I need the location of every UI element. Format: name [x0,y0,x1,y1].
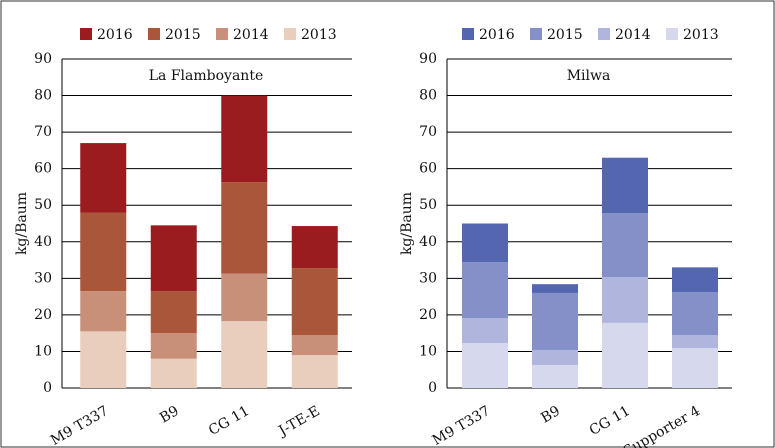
y-tick-label: 0 [43,380,52,396]
legend-swatch [80,28,92,40]
bar-segment [291,226,338,269]
bar-segment [602,322,648,388]
bar-segment [462,223,508,263]
y-tick-label: 70 [419,124,437,140]
legend-label: 2016 [97,27,133,43]
y-tick-label: 50 [34,197,52,213]
y-tick-label: 70 [34,124,52,140]
bar-segment [221,273,268,322]
chart-title: Milwa [567,68,611,84]
bar-segment [602,213,648,278]
y-tick-label: 50 [419,197,437,213]
bar-segment [80,291,127,332]
y-tick-label: 20 [34,307,52,323]
legend-swatch [284,28,296,40]
bar-segment [602,277,648,323]
bar-segment [672,267,718,293]
bar-segment [291,268,338,335]
bar-segment [672,334,718,349]
legend-label: 2014 [615,27,651,43]
bar-segment [150,358,197,388]
legend-label: 2015 [165,27,201,43]
y-tick-label: 80 [419,88,437,104]
bar-segment [462,343,508,388]
bar-segment [221,95,268,183]
y-tick-label: 10 [419,343,437,359]
bar-segment [150,225,197,292]
y-tick-label: 90 [34,51,52,67]
y-tick-label: 20 [419,307,437,323]
legend-swatch [148,28,160,40]
legend-swatch [666,28,678,40]
bar-segment [672,348,718,388]
bar-segment [150,333,197,359]
legend-label: 2013 [683,27,719,43]
legend-label: 2016 [479,27,515,43]
bar-segment [532,284,578,293]
bar-segment [80,143,127,213]
y-tick-label: 60 [419,161,437,177]
legend-swatch [598,28,610,40]
bar-segment [602,157,648,214]
y-tick-label: 0 [428,380,437,396]
bar-segment [462,262,508,319]
bar-segment [532,364,578,388]
bar-segment [532,292,578,350]
bar-segment [291,334,338,356]
y-axis-label: kg/Baum [399,192,415,255]
y-tick-label: 90 [419,51,437,67]
bar-segment [221,182,268,274]
bar-segment [462,318,508,344]
y-axis-label: kg/Baum [14,192,30,255]
bar-segment [150,291,197,334]
legend-label: 2013 [301,27,337,43]
y-tick-label: 60 [34,161,52,177]
bar-segment [532,349,578,365]
y-tick-label: 40 [419,234,437,250]
legend-swatch [216,28,228,40]
y-tick-label: 80 [34,88,52,104]
y-tick-label: 30 [419,270,437,286]
bar-segment [80,331,127,388]
bar-segment [291,355,338,388]
legend-label: 2015 [547,27,583,43]
legend-swatch [530,28,542,40]
legend-label: 2014 [233,27,269,43]
y-tick-label: 30 [34,270,52,286]
legend-swatch [462,28,474,40]
y-tick-label: 40 [34,234,52,250]
bar-segment [80,212,127,292]
y-tick-label: 10 [34,343,52,359]
bar-segment [672,292,718,335]
chart-title: La Flamboyante [149,68,263,84]
bar-segment [221,321,268,388]
